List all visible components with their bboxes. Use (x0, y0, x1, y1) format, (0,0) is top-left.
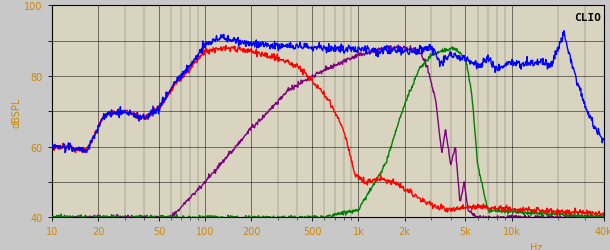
Y-axis label: dBSPL: dBSPL (12, 97, 22, 127)
Text: Hz: Hz (530, 242, 543, 250)
Text: CLIO: CLIO (574, 12, 601, 22)
